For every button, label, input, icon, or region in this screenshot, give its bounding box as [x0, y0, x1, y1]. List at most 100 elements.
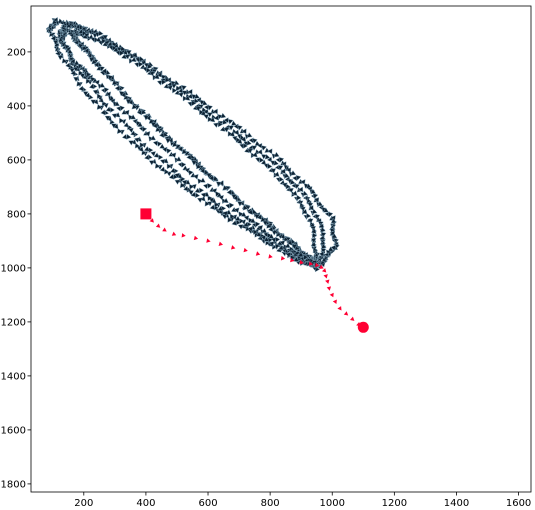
- spiral-marker: [122, 49, 128, 56]
- spiral-marker: [76, 80, 82, 87]
- spiral-marker: [307, 202, 314, 208]
- spiral-marker: [101, 38, 107, 45]
- x-tick-label: 1600: [506, 498, 531, 509]
- spiral-marker: [153, 152, 160, 158]
- spiral-marker: [284, 242, 291, 249]
- spiral-marker: [330, 218, 337, 224]
- spiral-marker: [273, 171, 280, 177]
- path-marker: [350, 316, 355, 321]
- x-tick-label: 200: [74, 498, 93, 509]
- x-tick-label: 1200: [382, 498, 407, 509]
- spiral-marker: [127, 124, 133, 131]
- spiral-marker: [209, 204, 216, 210]
- spiral-marker: [170, 152, 177, 159]
- spiral-marker: [230, 120, 237, 126]
- spiral-marker: [200, 192, 207, 199]
- spiral-marker: [301, 208, 308, 215]
- spiral-marker: [123, 122, 130, 128]
- spiral-marker: [144, 154, 150, 161]
- spiral-marker: [227, 118, 234, 125]
- spiral-marker: [222, 197, 229, 204]
- spiral-marker: [128, 127, 134, 134]
- spiral-marker: [130, 114, 137, 120]
- spiral-marker: [124, 109, 130, 116]
- spiral-marker: [138, 56, 145, 62]
- spiral-marker: [154, 162, 161, 169]
- spiral-marker: [212, 175, 219, 182]
- spiral-marker: [138, 61, 144, 68]
- spiral-marker: [207, 182, 213, 189]
- spiral-marker: [65, 62, 71, 69]
- spiral-marker: [190, 191, 197, 198]
- spiral-marker: [137, 121, 143, 127]
- spiral-marker: [188, 169, 194, 176]
- spiral-marker: [114, 100, 120, 107]
- spiral-marker: [264, 153, 271, 160]
- spiral-marker: [79, 73, 86, 79]
- spiral-marker: [101, 68, 107, 75]
- spiral-marker: [104, 115, 111, 121]
- spiral-marker: [280, 168, 286, 175]
- spiral-marker: [116, 128, 123, 135]
- path-marker: [181, 233, 186, 238]
- spiral-marker: [268, 233, 275, 239]
- spiral-marker: [189, 183, 195, 190]
- spiral-marker: [177, 146, 183, 152]
- spiral-marker: [236, 138, 243, 145]
- spiral-marker: [78, 85, 84, 92]
- path-marker: [322, 268, 327, 273]
- spiral-marker: [148, 160, 155, 166]
- spiral-marker: [163, 83, 170, 89]
- path-marker: [155, 223, 161, 228]
- spiral-marker: [229, 213, 235, 220]
- spiral-marker: [73, 76, 80, 83]
- spiral-marker: [242, 142, 249, 149]
- spiral-marker: [175, 156, 182, 162]
- path-marker: [299, 260, 304, 265]
- path-marker: [206, 238, 211, 243]
- spiral-marker: [246, 132, 253, 138]
- spiral-marker: [180, 161, 187, 168]
- spiral-marker: [84, 92, 91, 99]
- spiral-marker: [261, 227, 268, 234]
- spiral-marker: [174, 179, 181, 185]
- spiral-marker: [198, 187, 205, 194]
- path-marker: [243, 247, 248, 253]
- spiral-marker: [237, 125, 243, 131]
- y-tick-label: 1800: [1, 479, 26, 490]
- spiral-marker: [231, 193, 237, 200]
- y-tick-label: 1600: [1, 425, 26, 436]
- spiral-marker: [310, 238, 317, 244]
- spiral-marker: [165, 138, 172, 144]
- spiral-marker: [296, 194, 302, 201]
- spiral-marker: [207, 104, 214, 111]
- end-marker-circle: [357, 321, 369, 333]
- spiral-marker: [50, 35, 56, 42]
- spiral-marker: [206, 172, 212, 179]
- spiral-marker: [99, 82, 106, 88]
- spiral-marker: [305, 212, 312, 219]
- spiral-marker: [257, 225, 264, 231]
- spiral-marker: [228, 125, 235, 131]
- y-tick-label: 600: [7, 155, 26, 166]
- path-marker: [323, 274, 328, 279]
- spiral-marker: [226, 189, 232, 196]
- spiral-marker: [130, 56, 137, 63]
- path-marker: [149, 218, 154, 223]
- spiral-marker: [159, 132, 165, 139]
- spiral-marker: [238, 211, 244, 218]
- spiral-marker: [317, 201, 324, 207]
- spiral-marker: [88, 56, 95, 63]
- spiral-marker: [164, 76, 170, 83]
- spiral-marker: [297, 251, 304, 258]
- spiral-marker: [320, 243, 327, 249]
- spiral-marker: [98, 30, 104, 37]
- spiral-marker: [186, 154, 192, 161]
- spiral-marker: [202, 183, 209, 190]
- path-marker: [268, 254, 273, 259]
- spiral-marker: [220, 112, 227, 119]
- spiral-marker: [120, 45, 126, 52]
- y-tick-label: 1200: [1, 317, 26, 328]
- spiral-marker: [131, 103, 138, 110]
- spiral-marker: [217, 205, 224, 212]
